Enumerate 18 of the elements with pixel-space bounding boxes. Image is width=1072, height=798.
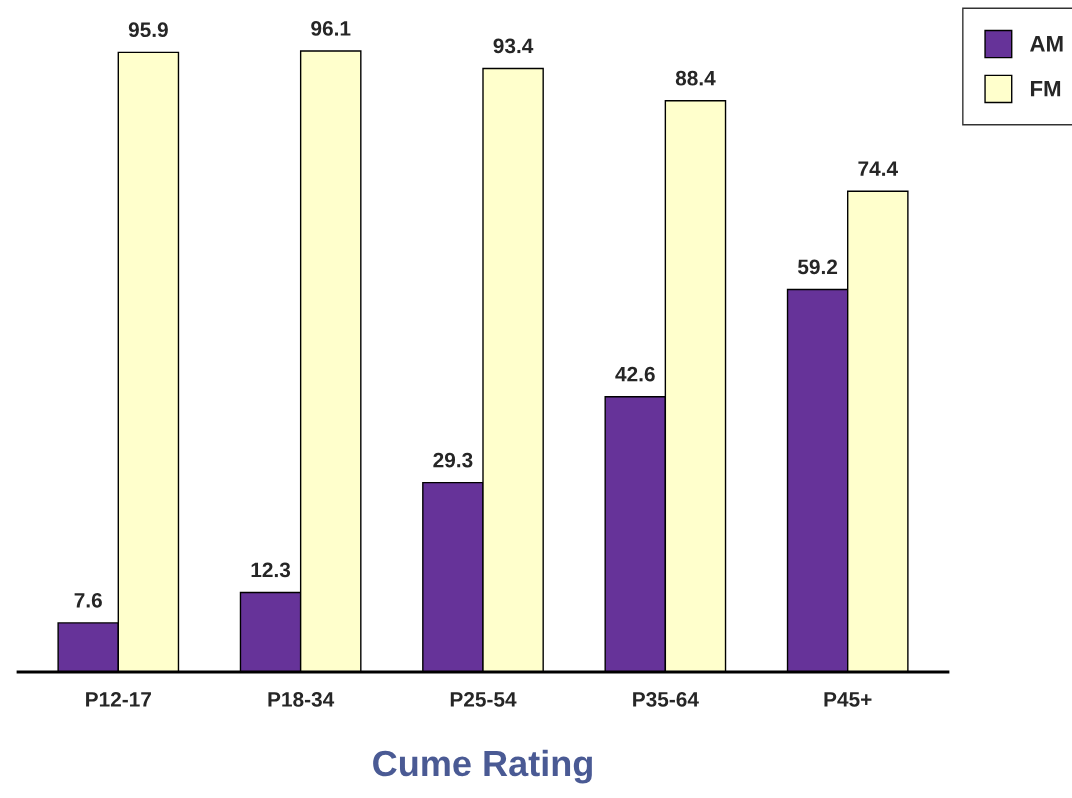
data-label: 95.9 (128, 22, 168, 38)
x-tick-label: P45+ (824, 692, 872, 707)
data-label: 42.6 (615, 366, 655, 382)
data-label: 29.3 (433, 452, 473, 468)
data-label: 74.4 (858, 161, 898, 176)
legend-label: AM (1030, 36, 1063, 52)
x-tick-label: P12-17 (86, 691, 151, 707)
legend-label: FM (1030, 81, 1061, 97)
data-label: 96.1 (311, 21, 351, 36)
x-axis-title: Cume Rating (373, 749, 592, 784)
data-label: 7.6 (74, 592, 102, 608)
data-label: 93.4 (493, 38, 534, 54)
x-tick-label: P25-54 (450, 691, 517, 707)
data-label: 88.4 (675, 70, 716, 86)
x-tick-label: P18-34 (268, 691, 335, 707)
data-label: 12.3 (251, 562, 291, 578)
data-label: 59.2 (797, 259, 838, 275)
x-tick-label: P35-64 (633, 691, 699, 707)
